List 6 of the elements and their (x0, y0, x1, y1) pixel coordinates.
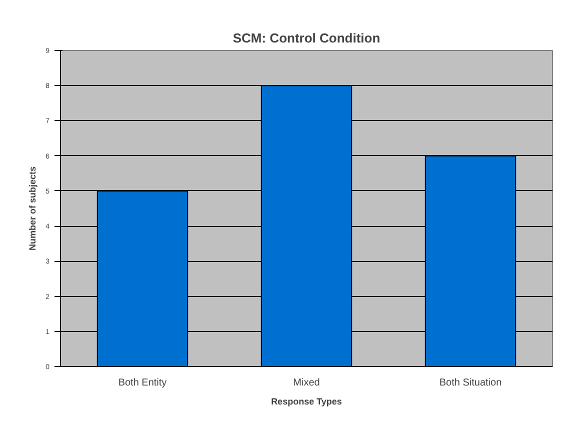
x-tick-label: Both Entity (118, 378, 167, 388)
y-axis-title: Number of subjects (28, 166, 38, 251)
x-tick-label: Mixed (293, 378, 320, 388)
x-tick-label: Both Situation (439, 378, 502, 388)
x-axis-title: Response Types (271, 396, 342, 406)
chart-title: SCM: Control Condition (232, 30, 380, 46)
